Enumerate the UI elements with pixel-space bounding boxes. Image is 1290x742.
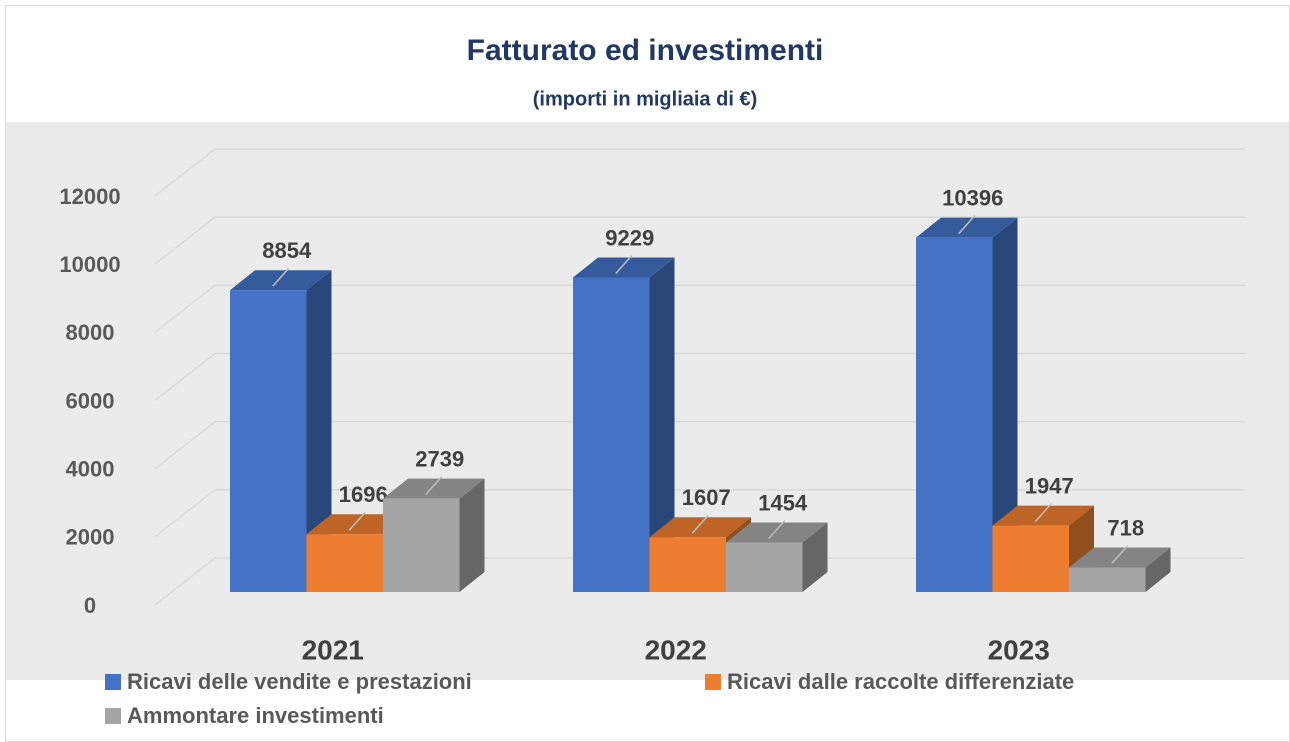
y-tick-label: 8000	[66, 320, 115, 345]
data-label: 1454	[758, 490, 808, 515]
data-label: 1607	[682, 485, 731, 510]
bar-top	[1069, 547, 1171, 568]
x-tick-label: 2023	[988, 634, 1050, 665]
grid-line	[154, 216, 1245, 265]
y-tick-label: 10000	[59, 252, 120, 277]
bar-top	[992, 505, 1094, 526]
legend-label: Ammontare investimenti	[127, 703, 384, 728]
leader-line	[691, 514, 709, 534]
grid-line	[154, 489, 1245, 538]
bar-top	[306, 514, 408, 535]
y-tick-label: 2000	[66, 525, 115, 550]
legend-swatch	[105, 674, 121, 690]
y-tick-label: 6000	[66, 388, 115, 413]
bar-side	[1145, 547, 1171, 592]
grid-line	[154, 420, 1245, 470]
data-label: 9229	[605, 225, 654, 250]
x-tick-label: 2022	[645, 634, 707, 665]
y-tick-label: 12000	[59, 184, 120, 209]
grid-line	[154, 284, 1245, 333]
bar	[992, 525, 1069, 592]
leader-line	[272, 267, 290, 287]
bar	[230, 290, 307, 592]
y-tick-label: 4000	[66, 456, 115, 481]
bar-top	[383, 478, 485, 499]
bar-top	[649, 517, 751, 538]
bar	[1069, 567, 1146, 592]
bar-side	[992, 217, 1018, 592]
bar-top	[916, 217, 1018, 238]
bar-side	[459, 478, 485, 592]
bar	[306, 534, 383, 592]
legend-swatch	[705, 674, 721, 690]
leader-line	[425, 476, 443, 496]
legend-label: Ricavi delle vendite e prestazioni	[127, 669, 472, 694]
bar-top	[573, 257, 675, 278]
y-tick-label: 0	[84, 593, 96, 618]
bar-side	[802, 522, 828, 592]
bar-top	[230, 270, 332, 291]
data-label: 2739	[415, 446, 464, 471]
bar	[649, 537, 726, 592]
grid-line	[154, 557, 1245, 606]
x-tick-label: 2021	[302, 634, 364, 665]
chart-subtitle: (importi in migliaia di €)	[533, 88, 757, 110]
grid-line	[154, 352, 1245, 402]
leader-line	[768, 519, 786, 539]
bar-side	[306, 270, 332, 592]
data-label: 1947	[1025, 473, 1074, 498]
grid-line	[154, 148, 1245, 197]
leader-line	[348, 511, 366, 531]
legend-label: Ricavi dalle raccolte differenziate	[727, 669, 1074, 694]
data-label: 1696	[339, 482, 388, 507]
leader-line	[1034, 503, 1052, 523]
bar	[726, 542, 803, 592]
data-label: 10396	[942, 185, 1003, 210]
leader-line	[1111, 545, 1129, 565]
bar-top	[726, 522, 828, 543]
bar	[916, 237, 993, 592]
chart-title: Fatturato ed investimenti	[467, 34, 824, 67]
data-label: 8854	[262, 238, 312, 263]
leader-line	[958, 215, 976, 235]
bar-side	[649, 257, 675, 592]
bar	[383, 498, 460, 592]
data-label: 718	[1107, 515, 1144, 540]
legend-swatch	[105, 708, 121, 724]
leader-line	[615, 254, 633, 274]
bar	[573, 277, 650, 592]
